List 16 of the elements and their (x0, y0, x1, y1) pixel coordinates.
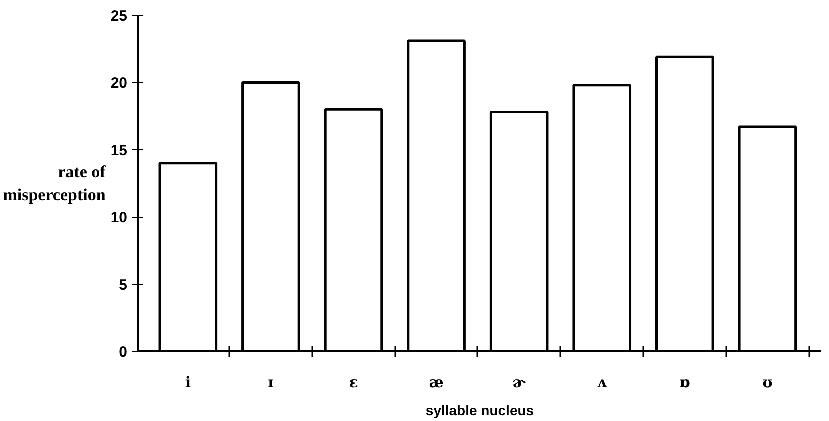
y-tick-label: 25 (110, 8, 128, 25)
y-tick-label: 20 (110, 75, 128, 92)
y-tick-label: 15 (110, 142, 128, 160)
x-axis-title: syllable nucleus (426, 402, 534, 418)
x-tick-label: æ (429, 374, 444, 392)
x-tick-label: ʊ (762, 374, 773, 392)
x-tick-label: ʌ (597, 374, 608, 392)
x-tick-label: ɛ (349, 374, 358, 392)
y-axis-title: rate of misperception (3, 162, 106, 204)
x-tick-label: ɒ (680, 374, 691, 392)
x-tick-label: i (185, 374, 192, 392)
y-tick-label: 5 (119, 276, 128, 294)
x-tick-label: ɪ (268, 374, 274, 392)
y-tick-label: 0 (119, 344, 128, 361)
x-tick-label: ɚ (512, 374, 527, 392)
y-tick-label: 10 (110, 210, 128, 227)
